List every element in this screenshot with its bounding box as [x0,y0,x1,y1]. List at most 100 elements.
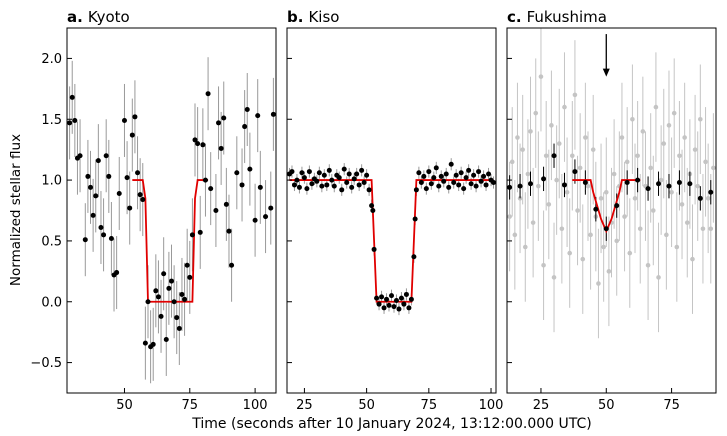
data-point [635,177,641,183]
raw-data-point [635,153,640,159]
data-point [106,173,112,179]
raw-data-point [677,153,682,159]
data-point [171,299,177,305]
y-axis-label: Normalized stellar flux [8,134,24,286]
raw-data-point [520,147,525,152]
data-point [446,184,452,190]
data-point [391,304,397,310]
raw-data-point [684,220,690,225]
x-tick-label: 50 [116,398,133,413]
data-point [329,177,335,183]
data-point [461,186,467,192]
data-point [316,170,322,176]
data-point [270,111,276,117]
data-point [299,170,305,176]
data-point [67,120,73,126]
x-tick-label: 25 [296,398,313,413]
raw-data-point [556,141,562,146]
data-point [396,306,402,312]
data-point [169,278,174,284]
raw-data-point [564,189,570,195]
x-tick-label: 25 [533,398,550,413]
data-point [187,274,193,280]
data-point [344,180,350,186]
data-point [90,212,96,218]
data-point [142,340,148,346]
data-point [129,132,135,138]
data-point [423,186,429,192]
data-point [451,180,457,186]
raw-data-point [664,232,669,238]
raw-data-point [559,226,565,232]
data-point [624,180,630,186]
data-point [195,141,201,147]
panel-title: c. Fukushima [507,8,607,26]
data-point [137,192,143,198]
raw-data-point [624,159,630,165]
data-point [456,182,462,188]
data-point [98,225,104,231]
data-point [239,182,245,188]
raw-data-point [567,250,572,256]
panel-title: b. Kiso [287,8,339,26]
data-point [507,184,513,190]
data-point [124,175,130,181]
data-point [247,166,253,172]
x-tick-label: 50 [358,398,375,413]
data-point [72,117,78,123]
data-point [182,296,188,302]
data-layer [287,158,496,316]
data-point [351,176,357,182]
data-point [184,262,190,268]
data-point [93,193,99,199]
data-point [433,165,439,171]
raw-data-point [554,177,559,183]
panel-frame [286,27,497,394]
raw-data-point [648,165,653,171]
data-point [132,114,138,120]
data-point [466,167,472,173]
raw-data-point [669,189,674,195]
raw-data-point [622,214,627,219]
data-point [468,181,474,187]
data-point [301,175,307,181]
data-point [69,94,75,100]
x-tick-label: 75 [663,398,680,413]
data-point [356,182,362,188]
panel-kyoto: 50 75 100 −0.5 0.0 0.5 1.0 1.5 2.0 a. Kyoto [30,8,277,413]
data-point [478,178,484,184]
data-point [645,186,651,192]
data-point [291,182,297,188]
data-point [448,161,454,167]
data-point [223,201,229,207]
data-point [189,232,195,238]
raw-data-point [598,196,604,201]
raw-data-point [653,104,659,110]
raw-data-point [538,74,544,79]
raw-data-point [632,196,638,201]
data-point [306,169,312,175]
raw-data-point [546,202,552,207]
data-point [213,208,219,213]
raw-data-point [572,92,578,98]
data-point [428,181,434,187]
data-point [398,295,404,301]
data-point [108,235,114,241]
data-point [339,187,345,193]
data-layer [67,57,276,384]
data-point [252,217,258,223]
data-point [121,117,127,123]
data-point [95,158,101,164]
raw-data-point [611,171,617,177]
raw-data-point [528,129,533,134]
raw-data-point [562,104,567,110]
raw-data-point [585,183,591,189]
raw-data-point [522,244,528,250]
x-axis-label: Time (seconds after 10 January 2024, 13:… [191,416,591,432]
data-point [361,180,367,186]
data-point [406,305,412,311]
data-point [418,180,424,186]
data-point [135,170,141,176]
data-point [205,91,211,97]
data-point [438,173,444,179]
